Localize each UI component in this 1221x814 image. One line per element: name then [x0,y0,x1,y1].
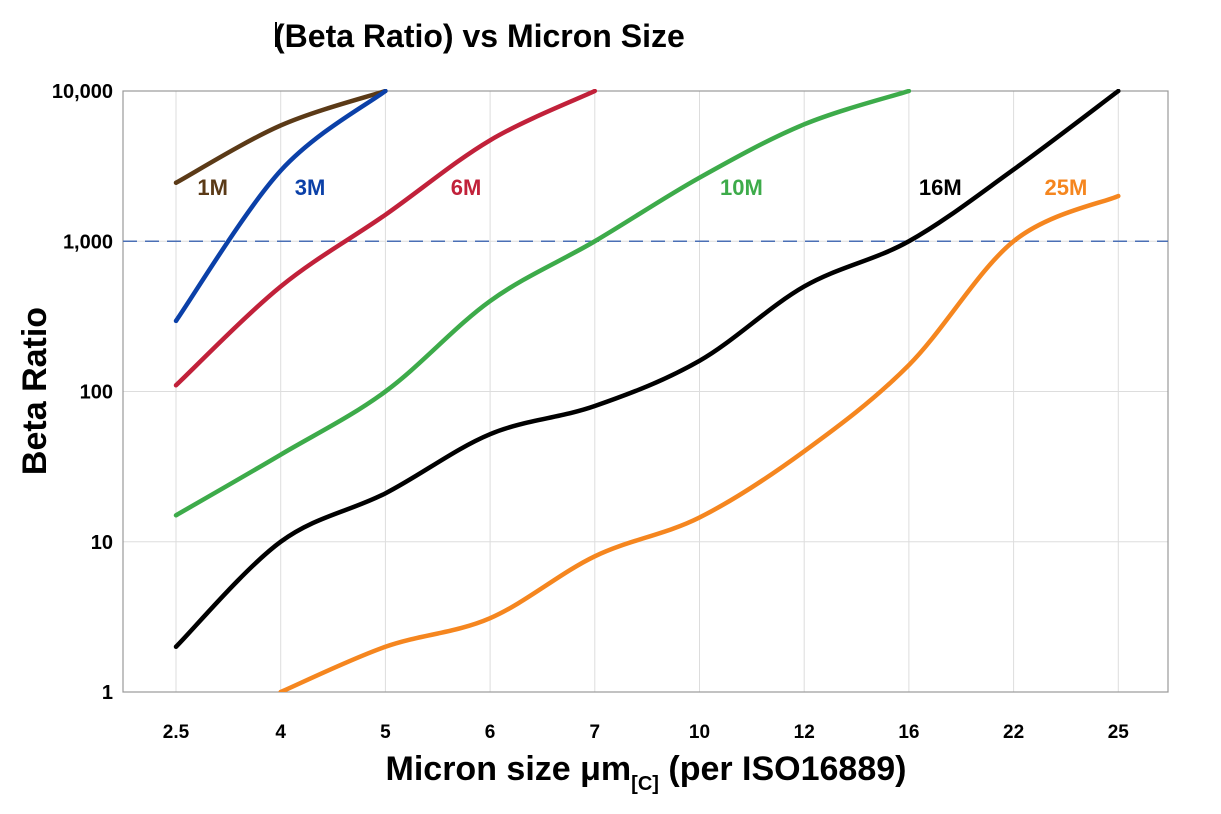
x-tick-label: 16 [898,722,919,743]
y-tick-label: 10 [91,532,113,554]
grid [123,90,1168,693]
x-tick-label: 7 [590,722,601,743]
y-tick-label: 1 [102,682,113,704]
plot-frame [122,90,1169,693]
x-tick-label: 22 [1003,722,1024,743]
x-axis-label-suffix: (per ISO16889) [659,750,907,788]
x-axis-label: Micron size μm[C] (per ISO16889) [386,750,907,795]
series-line-10M [173,89,912,518]
y-tick-label: 10,000 [52,81,113,103]
x-ticks: 2.5 4 5 6 7 10 12 16 22 25 [163,722,1130,743]
series-labels: 1M 3M 6M 10M 16M 25M [197,175,1087,200]
series-line-25M [278,193,1121,692]
x-tick-label: 10 [689,722,710,743]
x-axis-label-subscript: [C] [631,773,659,795]
x-tick-label: 6 [485,722,496,743]
x-axis-label-main: Micron size μm [386,750,632,788]
series-label-25M: 25M [1045,175,1088,200]
y-ticks: 1 10 100 1,000 10,000 [52,81,113,704]
x-tick-label: 5 [380,722,391,743]
series-label-3M: 3M [295,175,326,200]
series-line-16M [173,89,1121,650]
series-label-10M: 10M [720,175,763,200]
series-line-1M [173,89,388,186]
y-tick-label: 100 [80,382,113,404]
x-tick-label: 2.5 [163,722,190,743]
x-tick-label: 4 [275,722,286,743]
chart-title: (Beta Ratio) vs Micron Size [274,18,685,54]
series-label-1M: 1M [197,175,228,200]
y-tick-label: 1,000 [63,231,113,253]
x-tick-label: 25 [1108,722,1130,743]
series-line-6M [173,89,598,388]
y-axis-label: Beta Ratio [16,307,54,475]
series-group [173,89,1121,692]
series-line-3M [173,89,388,324]
x-tick-label: 12 [794,722,815,743]
series-label-6M: 6M [451,175,482,200]
series-label-16M: 16M [919,175,962,200]
